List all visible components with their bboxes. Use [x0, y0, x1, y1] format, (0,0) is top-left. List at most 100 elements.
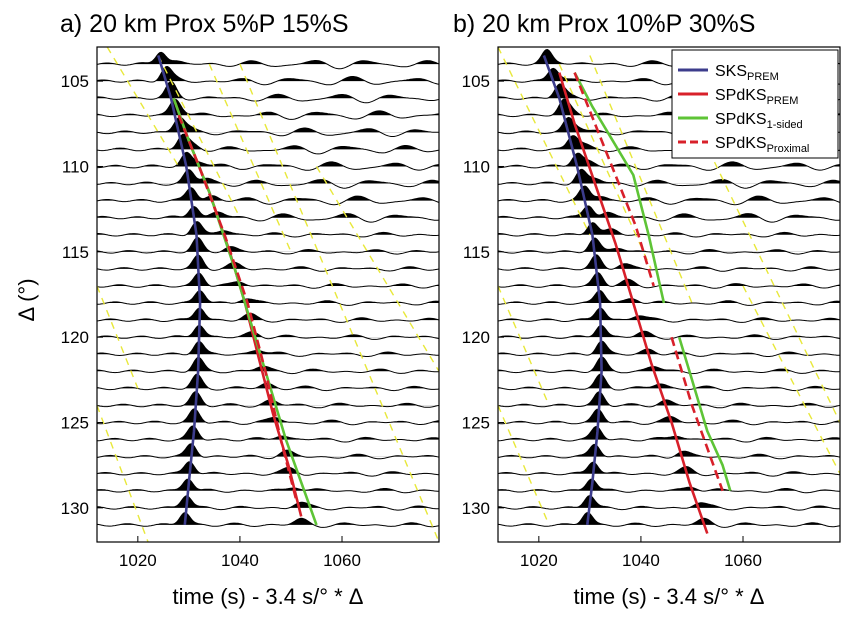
trace-fill [97, 443, 439, 457]
trace-fill [97, 273, 439, 286]
trace-fill [97, 169, 439, 184]
trace [97, 254, 439, 272]
panel-a: a) 20 km Prox 5%P 15%S 105 110 115 120 125 13… [60, 10, 440, 570]
trace [97, 512, 439, 528]
trace-fill [97, 512, 439, 525]
trace [97, 478, 439, 494]
series-spdks-proximal [573, 72, 655, 287]
trace [97, 236, 439, 255]
panel-a-title: a) 20 km Prox 5%P 15%S [60, 10, 349, 38]
y-tick-label: 115 [62, 243, 89, 262]
trace [97, 98, 439, 120]
legend-label: SPdKS1-sided [715, 111, 803, 131]
trace-fill [498, 169, 840, 184]
predicted-arrival-line [208, 63, 292, 253]
predicted-arrival-line [239, 63, 439, 542]
trace [97, 340, 439, 357]
trace [498, 443, 840, 460]
trace-fill [498, 272, 840, 286]
predicted-arrival-line [742, 285, 840, 475]
panel-b-series [542, 55, 732, 534]
panel-a-x-ticks: 1020 1040 1060 [119, 536, 361, 570]
trace [498, 461, 840, 477]
trace [498, 168, 840, 189]
trace-fill [97, 357, 439, 372]
y-tick-label: 115 [463, 243, 490, 262]
x-tick-label: 1040 [622, 551, 660, 570]
trace-fill [498, 495, 840, 508]
trace-fill [97, 66, 439, 82]
trace [97, 408, 439, 426]
panel-a-y-ticks: 105 110 115 120 125 130 [61, 72, 103, 518]
trace-fill [498, 98, 840, 116]
trace [97, 443, 439, 460]
panel-a-series [157, 55, 318, 526]
trace [97, 307, 439, 323]
x-tick-label: 1060 [724, 551, 762, 570]
y-tick-label: 120 [61, 328, 89, 347]
trace [498, 425, 840, 443]
predicted-arrival-line [157, 55, 241, 219]
series-spdks-1-sided [573, 71, 666, 304]
y-tick-label: 130 [462, 499, 490, 518]
predicted-arrival-line [315, 166, 439, 372]
y-tick-label: 130 [61, 499, 89, 518]
trace-fill [97, 391, 439, 406]
trace [97, 133, 439, 155]
predicted-arrival-line [106, 47, 180, 167]
trace [97, 461, 439, 477]
trace [97, 151, 439, 171]
trace [498, 373, 840, 392]
series-spdks-proximal-far [670, 336, 724, 492]
x-tick-label: 1020 [119, 551, 157, 570]
panel-b-title: b) 20 km Prox 10%P 30%S [453, 10, 755, 38]
trace [498, 324, 840, 340]
predicted-arrival-line [97, 405, 149, 542]
trace-fill [97, 187, 439, 201]
x-axis-label-b: time (s) - 3.4 s/° * Δ [574, 584, 765, 609]
predicted-arrival-line [558, 63, 652, 270]
trace [97, 495, 439, 511]
trace [498, 391, 840, 409]
panel-b-frame [497, 46, 841, 543]
x-tick-label: 1060 [323, 551, 361, 570]
trace [498, 478, 840, 494]
legend: SKSPREM SPdKSPREM SPdKS1-sided SPdKSProxima… [671, 49, 839, 159]
trace [97, 290, 439, 306]
predicted-arrival-line [498, 285, 550, 406]
trace-fill [498, 153, 840, 167]
trace [97, 272, 439, 289]
x-tick-label: 1040 [221, 551, 259, 570]
trace [97, 425, 439, 443]
trace [97, 80, 439, 104]
legend-label: SKSPREM [715, 63, 779, 83]
x-axis-label-a: time (s) - 3.4 s/° * Δ [173, 584, 364, 609]
trace-fill [97, 99, 439, 116]
legend-label: SPdKSPREM [715, 87, 798, 107]
y-tick-label: 125 [462, 414, 490, 433]
trace [498, 237, 840, 255]
predicted-arrival-line [589, 55, 693, 304]
trace-fill [498, 205, 840, 218]
panel-b-y-ticks: 105 110 115 120 125 130 [462, 72, 504, 518]
series-sks-prem [157, 55, 202, 526]
trace-fill [498, 409, 840, 423]
predicted-arrival-line [97, 285, 139, 389]
trace [498, 272, 840, 289]
trace [498, 205, 840, 223]
trace [97, 51, 439, 70]
predicted-arrival-line [498, 405, 550, 526]
trace [97, 65, 439, 86]
trace [498, 254, 840, 272]
trace [97, 221, 439, 238]
trace-fill [97, 479, 439, 491]
legend-label: SPdKSProximal [715, 135, 809, 155]
trace [498, 307, 840, 323]
trace [498, 495, 840, 511]
legend-box [671, 49, 839, 159]
series-sks-prem [542, 55, 603, 526]
panel-b: b) 20 km Prox 10%P 30%S 1051101151201251… [453, 10, 841, 570]
trace [498, 356, 840, 375]
y-tick-label: 125 [61, 414, 89, 433]
